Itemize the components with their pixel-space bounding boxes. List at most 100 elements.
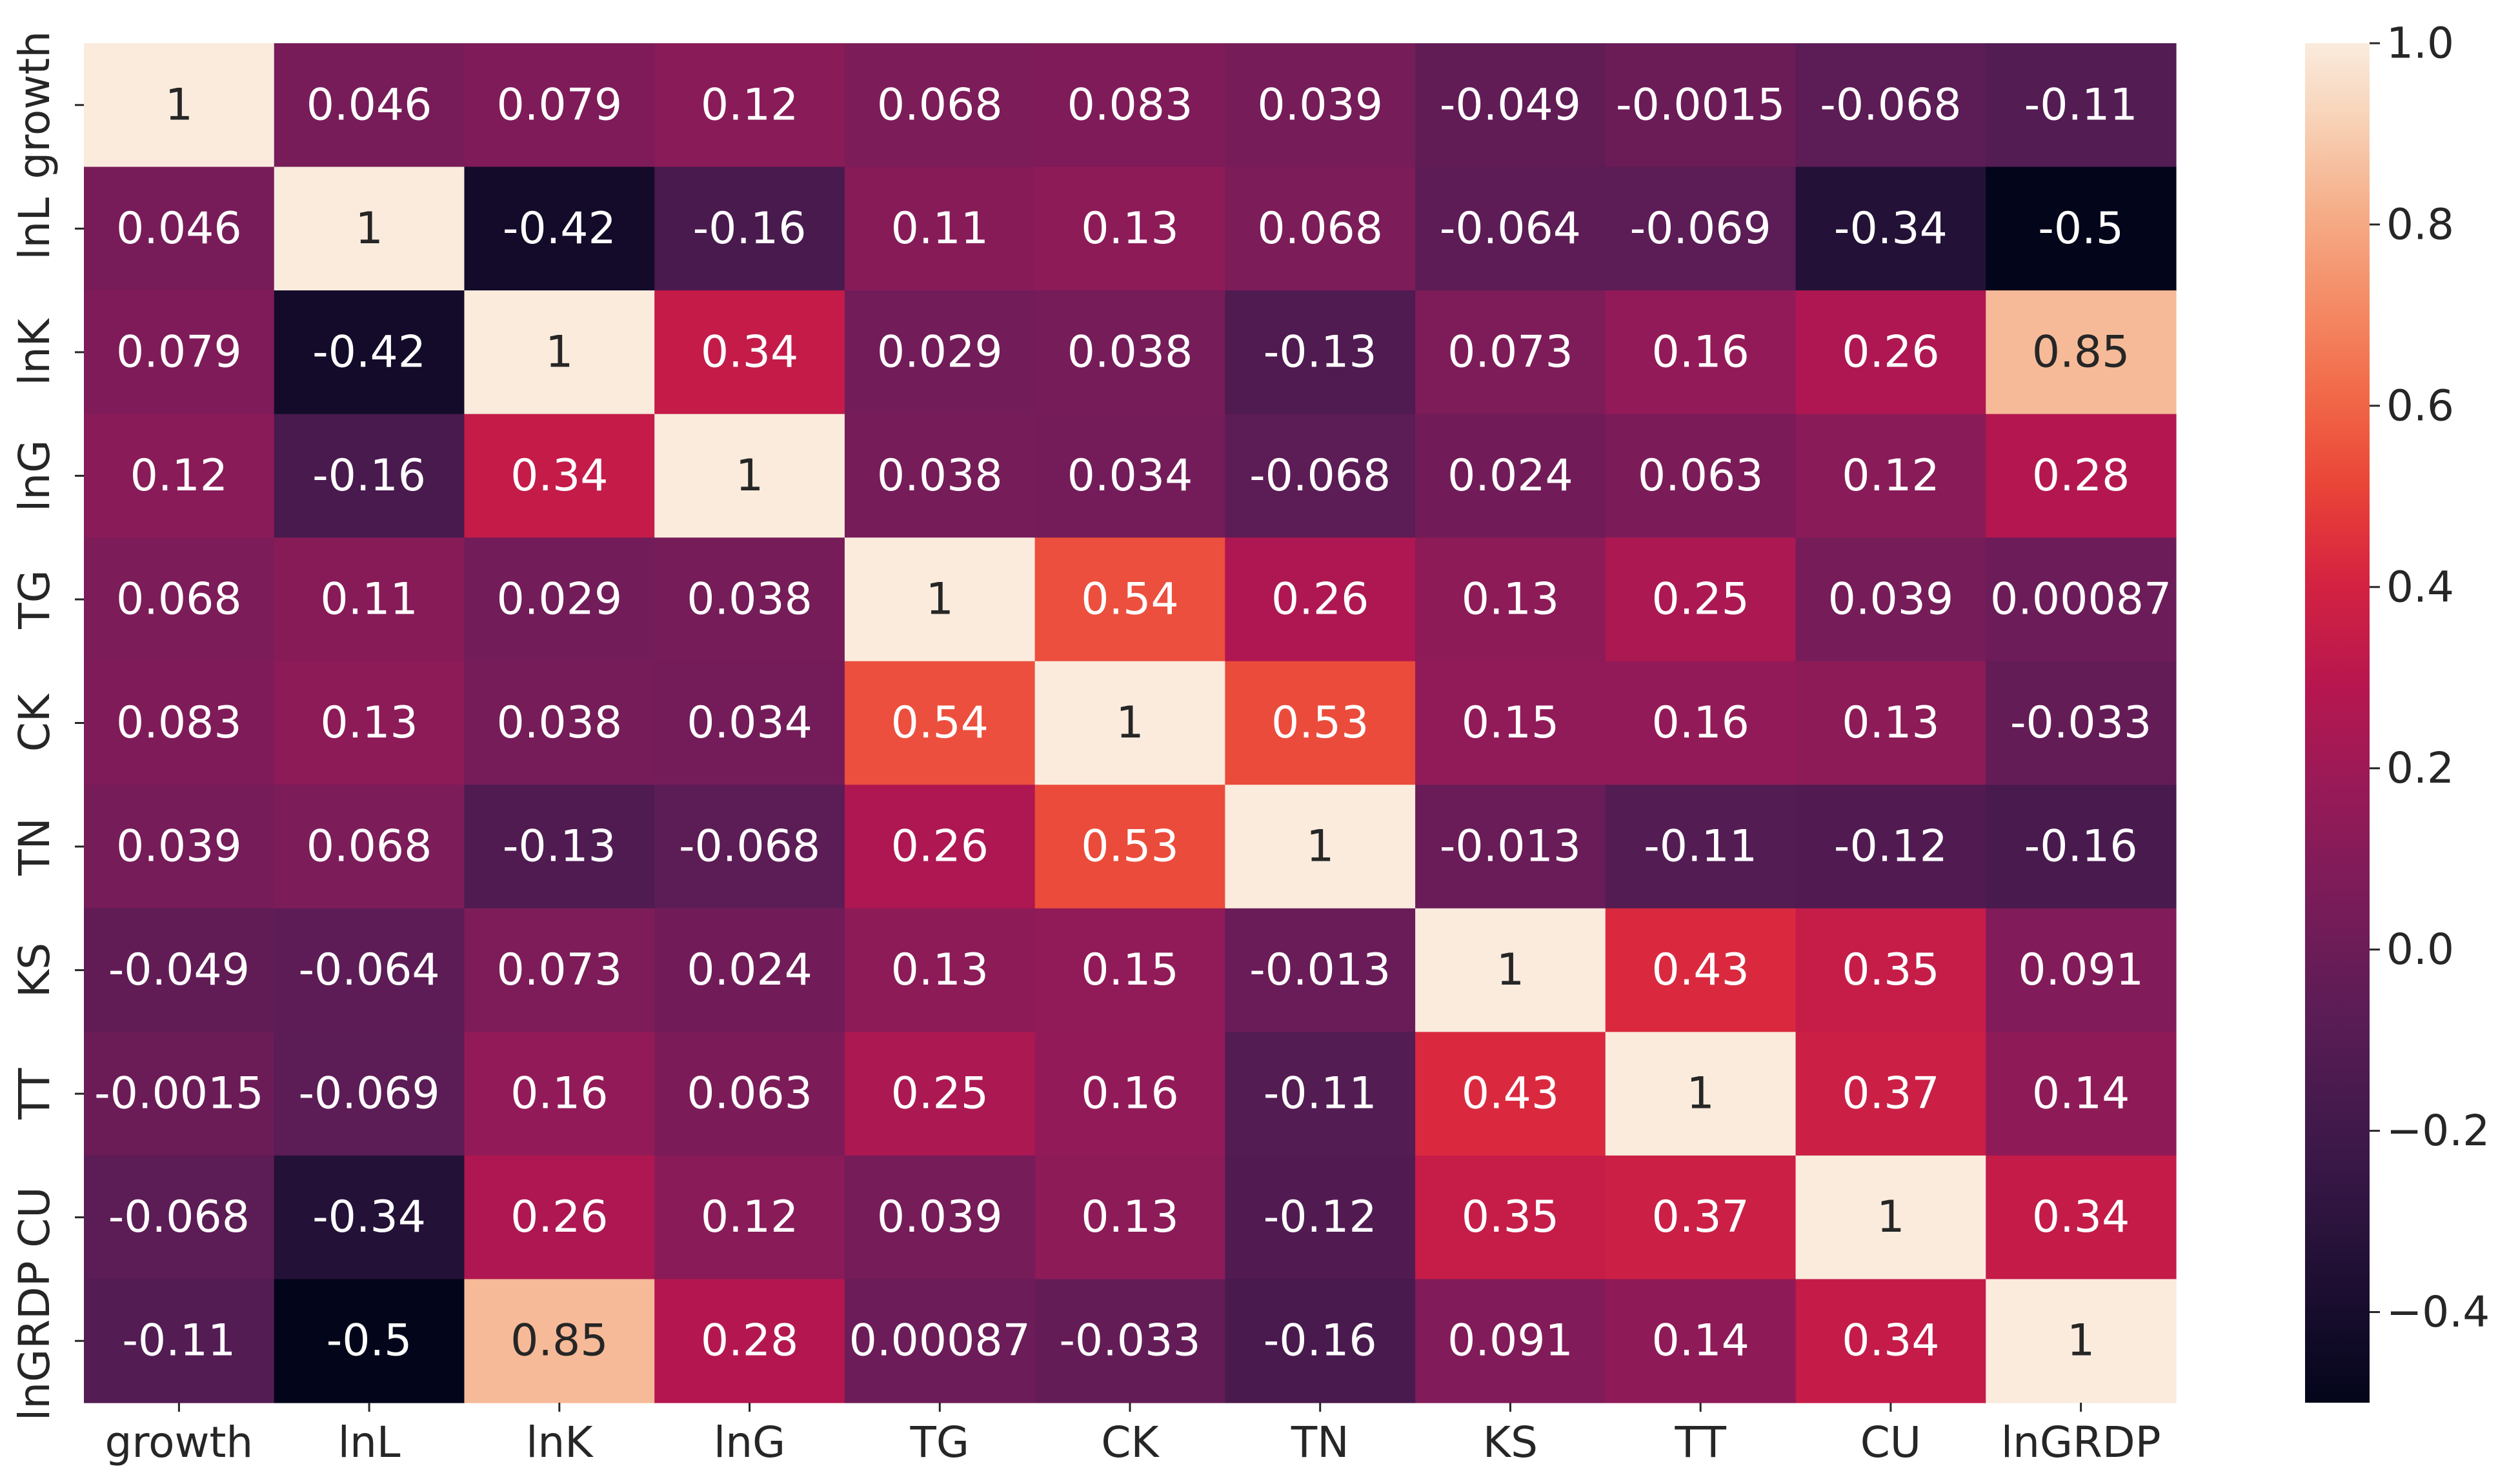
heatmap-cell-tn-ks xyxy=(1415,785,1606,909)
cell-value-label: -0.5 xyxy=(327,1316,412,1367)
heatmap-cell-lnl-tt xyxy=(1605,166,1797,291)
heatmap-cell-lngrdp-ks xyxy=(1415,1279,1606,1403)
colorbar-tick-label: 1.0 xyxy=(2386,19,2454,68)
heatmap-cell-tt-ks xyxy=(1415,1032,1606,1156)
heatmap-cell-lngrdp-growth xyxy=(84,1279,275,1403)
heatmap-cell-ck-growth xyxy=(84,661,275,785)
cell-value-label: -0.033 xyxy=(1059,1316,1200,1367)
heatmap-cell-tn-tn xyxy=(1225,785,1416,909)
heatmap-cell-tt-ck xyxy=(1034,1032,1225,1156)
cell-value-label: 0.039 xyxy=(1828,574,1954,625)
heatmap-cell-tg-lngrdp xyxy=(1986,537,2177,662)
cell-value-label: 1 xyxy=(1877,1192,1904,1243)
heatmap-cell-lnl-ks xyxy=(1415,166,1606,291)
heatmap-cell-growth-tg xyxy=(844,43,1036,168)
cell-value-label: 0.12 xyxy=(701,1192,798,1243)
heatmap-cell-cu-tg xyxy=(844,1155,1036,1280)
heatmap-cell-ck-lnl xyxy=(274,661,465,785)
heatmap-cell-growth-tn xyxy=(1225,43,1416,168)
colorbar-tick-label: 0.0 xyxy=(2386,925,2454,974)
colorbar-tick-label: 0.4 xyxy=(2386,562,2454,612)
cell-value-label: -0.42 xyxy=(503,203,616,254)
heatmap-cell-lng-growth xyxy=(84,414,275,538)
cell-value-label: 0.038 xyxy=(1067,326,1193,377)
heatmap-cell-lng-tg xyxy=(844,414,1036,538)
cell-value-label: 0.00087 xyxy=(1990,574,2171,625)
heatmap-cell-tn-lnk xyxy=(464,785,655,909)
cell-value-label: 0.34 xyxy=(510,450,608,501)
heatmap-cell-ks-lnk xyxy=(464,908,655,1032)
cell-value-label: 0.038 xyxy=(877,450,1003,501)
x-tick-label-lng: lnG xyxy=(714,1418,785,1467)
heatmap-cell-lngrdp-cu xyxy=(1795,1279,1986,1403)
heatmap-cell-lnk-lng xyxy=(654,290,845,415)
cell-value-label: 0.068 xyxy=(116,574,242,625)
heatmap-cell-ks-growth xyxy=(84,908,275,1032)
cell-value-label: 0.11 xyxy=(320,574,418,625)
cell-value-label: 0.26 xyxy=(1842,326,1939,377)
cell-value-label: 1 xyxy=(2067,1316,2095,1367)
x-tick-label-tt: TT xyxy=(1674,1418,1726,1467)
cell-value-label: 0.34 xyxy=(701,326,798,377)
cell-value-label: 0.063 xyxy=(687,1068,812,1119)
heatmap-cell-lngrdp-tt xyxy=(1605,1279,1797,1403)
heatmap-cell-tn-tg xyxy=(844,785,1036,909)
heatmap-cell-tg-lnl xyxy=(274,537,465,662)
heatmap-cell-growth-growth xyxy=(84,43,275,168)
cell-value-label: 0.12 xyxy=(701,79,798,130)
heatmap-cell-growth-tt xyxy=(1605,43,1797,168)
cell-value-label: 0.35 xyxy=(1842,945,1939,996)
heatmap-cell-tn-tt xyxy=(1605,785,1797,909)
x-tick-label-growth: growth xyxy=(105,1418,254,1467)
heatmap-cell-lngrdp-lngrdp xyxy=(1986,1279,2177,1403)
cell-value-label: -0.049 xyxy=(1440,79,1581,130)
cell-value-label: 0.16 xyxy=(510,1068,608,1119)
cell-value-label: 0.25 xyxy=(1651,574,1749,625)
cell-value-label: 0.046 xyxy=(307,79,432,130)
cell-value-label: -0.13 xyxy=(503,821,616,872)
heatmap-cell-lng-tt xyxy=(1605,414,1797,538)
cell-value-label: 0.25 xyxy=(891,1068,989,1119)
y-tick-label-lnk: lnK xyxy=(10,317,59,385)
cell-value-label: 0.046 xyxy=(116,203,242,254)
heatmap-cell-lng-lnl xyxy=(274,414,465,538)
cell-value-label: 0.34 xyxy=(1842,1316,1939,1367)
heatmap-cell-lnk-ck xyxy=(1034,290,1225,415)
colorbar-tick-label: −0.4 xyxy=(2386,1287,2490,1337)
heatmap-cell-tn-lnl xyxy=(274,785,465,909)
heatmap-cell-ck-lng xyxy=(654,661,845,785)
cell-value-label: 0.28 xyxy=(701,1316,798,1367)
heatmap-cell-lng-lngrdp xyxy=(1986,414,2177,538)
y-tick-label-lnl: lnL xyxy=(10,197,59,260)
heatmap-cell-tn-cu xyxy=(1795,785,1986,909)
cell-value-label: 0.063 xyxy=(1638,450,1764,501)
cell-value-label: 0.12 xyxy=(130,450,228,501)
heatmap-cell-lnk-tt xyxy=(1605,290,1797,415)
cell-value-label: 0.024 xyxy=(1447,450,1573,501)
cell-value-label: 0.43 xyxy=(1651,945,1749,996)
cell-value-label: 0.13 xyxy=(1462,574,1559,625)
cell-value-label: -0.13 xyxy=(1264,326,1377,377)
x-tick-label-tn: TN xyxy=(1291,1418,1349,1467)
heatmap-cell-lng-lng xyxy=(654,414,845,538)
heatmap-cell-ks-lngrdp xyxy=(1986,908,2177,1032)
cell-value-label: 0.15 xyxy=(1081,945,1178,996)
cell-value-label: -0.069 xyxy=(1630,203,1771,254)
cell-value-label: -0.12 xyxy=(1264,1192,1377,1243)
cell-value-label: 0.091 xyxy=(1447,1316,1573,1367)
x-tick-label-lnl: lnL xyxy=(338,1418,401,1467)
y-tick-label-tg: TG xyxy=(10,570,59,629)
cell-value-label: 0.13 xyxy=(1842,697,1939,748)
heatmap-cell-tn-ck xyxy=(1034,785,1225,909)
heatmap-cell-tg-lng xyxy=(654,537,845,662)
cell-value-label: 0.039 xyxy=(877,1192,1003,1243)
heatmap-cell-cu-lng xyxy=(654,1155,845,1280)
cell-value-label: 0.073 xyxy=(1447,326,1573,377)
cell-value-label: 0.034 xyxy=(1067,450,1193,501)
cell-value-label: -0.5 xyxy=(2038,203,2124,254)
colorbar-tick-label: −0.2 xyxy=(2386,1106,2490,1156)
heatmap-cell-tt-lnk xyxy=(464,1032,655,1156)
heatmap-cell-lnl-tg xyxy=(844,166,1036,291)
cell-value-label: -0.12 xyxy=(1834,821,1948,872)
heatmap-cell-lnk-growth xyxy=(84,290,275,415)
